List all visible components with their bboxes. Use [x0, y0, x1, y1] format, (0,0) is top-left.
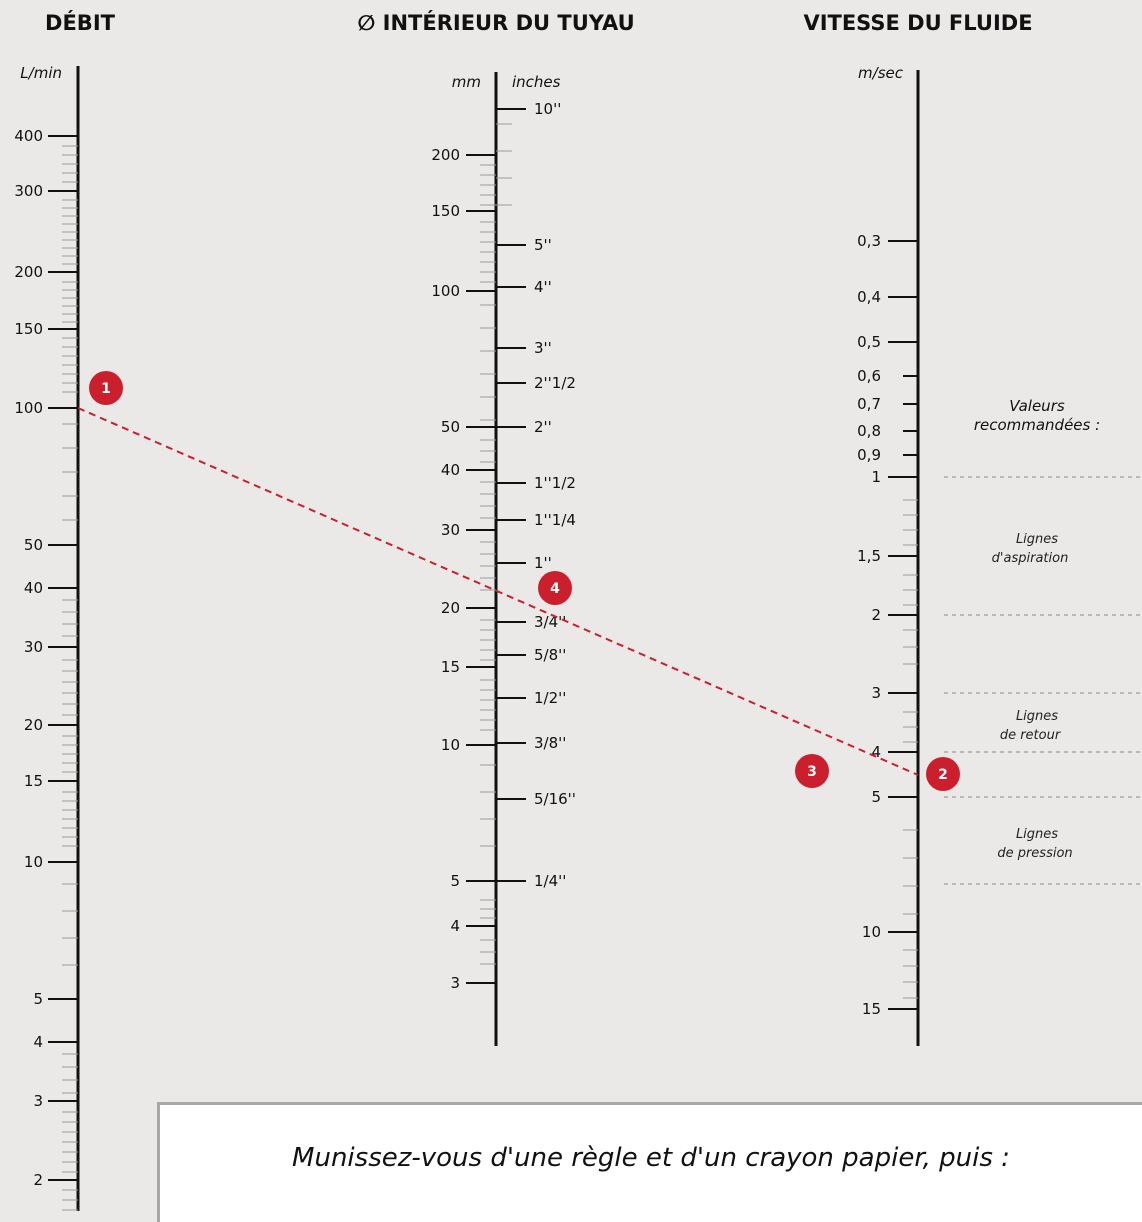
pipe-mm-scale: 200 150 100 50 40 30 20 15 10 5 4 3 [431, 146, 496, 992]
marker-3: 3 [795, 754, 829, 788]
flow-label: 30 [24, 638, 43, 656]
recommended-values: Valeurs recommandées : Lignes d'aspirati… [944, 397, 1142, 885]
velocity-label: 2 [871, 606, 881, 624]
reading-line [77, 407, 919, 776]
header-velocity: VITESSE DU FLUIDE [803, 11, 1032, 35]
unit-pipe-inches: inches [512, 73, 561, 91]
velocity-label: 10 [862, 923, 881, 941]
header-pipe-diameter: ∅ INTÉRIEUR DU TUYAU [357, 10, 634, 35]
marker-1: 1 [89, 371, 123, 405]
pipe-in-label: 2''1/2 [534, 374, 576, 392]
svg-text:4: 4 [550, 581, 560, 597]
suction-label-line2: d'aspiration [992, 551, 1069, 566]
velocity-label: 0,6 [857, 367, 881, 385]
pipe-in-label: 5'' [534, 236, 552, 254]
velocity-label: 1,5 [857, 547, 881, 565]
suction-label-line1: Lignes [1016, 532, 1058, 547]
pipe-mm-label: 50 [441, 418, 460, 436]
unit-flow: L/min [20, 64, 62, 82]
flow-label: 15 [24, 772, 43, 790]
pipe-in-label: 5/8'' [534, 646, 566, 664]
pipe-in-label: 1/2'' [534, 689, 566, 707]
marker-4: 4 [538, 571, 572, 605]
flow-label: 4 [33, 1033, 43, 1051]
flow-label: 20 [24, 716, 43, 734]
velocity-label: 0,4 [857, 288, 881, 306]
recommended-title-line2: recommandées : [974, 416, 1100, 434]
unit-velocity: m/sec [858, 64, 904, 82]
velocity-label: 1 [871, 468, 881, 486]
velocity-label: 5 [871, 788, 881, 806]
flow-label: 3 [33, 1092, 43, 1110]
pipe-inches-scale: 10'' 5'' 4'' 3'' 2''1/2 2'' 1''1/2 1''1/4 1'' 3/4… [496, 100, 576, 890]
flow-label: 40 [24, 579, 43, 597]
pipe-in-label: 1/4'' [534, 872, 566, 890]
pipe-mm-label: 100 [431, 282, 460, 300]
unit-pipe-mm: mm [452, 73, 481, 91]
pipe-mm-label: 15 [441, 658, 460, 676]
flow-label: 300 [14, 182, 43, 200]
flow-label: 400 [14, 127, 43, 145]
flow-label: 50 [24, 536, 43, 554]
flow-scale: 400 300 200 150 100 50 40 30 20 15 10 5 4 3 2 [14, 127, 78, 1189]
pipe-mm-label: 3 [450, 974, 460, 992]
minor-ticks [62, 123, 918, 1211]
pipe-mm-label: 40 [441, 461, 460, 479]
svg-text:1: 1 [101, 381, 111, 397]
pipe-in-label: 3/4'' [534, 613, 566, 631]
pipe-mm-label: 200 [431, 146, 460, 164]
instructions-text: Munissez-vous d'une règle et d'un crayon… [292, 1143, 1010, 1173]
velocity-label: 0,3 [857, 232, 881, 250]
svg-text:2: 2 [938, 767, 948, 783]
pipe-mm-label: 10 [441, 736, 460, 754]
header-flow: DÉBIT [45, 10, 116, 35]
velocity-label: 3 [871, 684, 881, 702]
pipe-in-label: 4'' [534, 278, 552, 296]
pipe-in-label: 2'' [534, 418, 552, 436]
pipe-in-label: 10'' [534, 100, 561, 118]
pipe-mm-label: 30 [441, 521, 460, 539]
pipe-in-label: 5/16'' [534, 790, 576, 808]
flow-label: 5 [33, 990, 43, 1008]
pipe-in-label: 3'' [534, 339, 552, 357]
velocity-label: 15 [862, 1000, 881, 1018]
velocity-label: 0,8 [857, 422, 881, 440]
pipe-in-label: 1'' [534, 554, 552, 572]
pipe-mm-label: 150 [431, 202, 460, 220]
pressure-label-line1: Lignes [1016, 827, 1058, 842]
flow-label: 150 [14, 320, 43, 338]
return-label-line2: de retour [1000, 728, 1062, 743]
svg-text:3: 3 [807, 764, 817, 780]
velocity-label: 0,9 [857, 446, 881, 464]
pipe-mm-label: 5 [450, 872, 460, 890]
velocity-scale: 0,3 0,4 0,5 0,6 0,7 0,8 0,9 1 1,5 2 3 4 5 10 15 [857, 232, 918, 1018]
pipe-mm-label: 4 [450, 917, 460, 935]
pipe-in-label: 3/8'' [534, 734, 566, 752]
instructions-panel: Munissez-vous d'une règle et d'un crayon… [157, 1102, 1142, 1222]
pipe-in-label: 1''1/4 [534, 511, 576, 529]
flow-label: 200 [14, 263, 43, 281]
return-label-line1: Lignes [1016, 709, 1058, 724]
flow-label: 10 [24, 853, 43, 871]
velocity-label: 0,5 [857, 333, 881, 351]
pressure-label-line2: de pression [997, 846, 1072, 861]
pipe-in-label: 1''1/2 [534, 474, 576, 492]
marker-2: 2 [926, 757, 960, 791]
flow-label: 100 [14, 399, 43, 417]
pipe-mm-label: 20 [441, 599, 460, 617]
recommended-title-line1: Valeurs [1009, 397, 1065, 415]
flow-label: 2 [33, 1171, 43, 1189]
velocity-label: 4 [871, 743, 881, 761]
velocity-label: 0,7 [857, 395, 881, 413]
